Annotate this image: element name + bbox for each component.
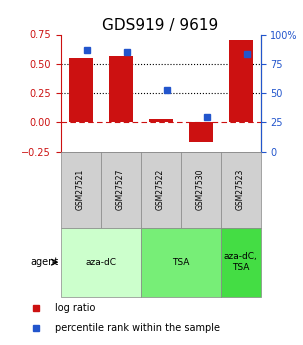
Bar [221,228,261,297]
Bar [61,228,141,297]
Text: GSM27530: GSM27530 [196,169,205,210]
Bar [141,152,181,228]
Bar [101,152,141,228]
Text: GSM27522: GSM27522 [156,169,165,210]
Bar [188,122,213,142]
Bar [61,152,101,228]
Text: TSA: TSA [172,258,189,267]
Text: aza-dC,
TSA: aza-dC, TSA [224,253,258,272]
Text: percentile rank within the sample: percentile rank within the sample [55,323,220,333]
Bar [108,56,133,122]
Bar [148,119,173,122]
Title: GDS919 / 9619: GDS919 / 9619 [102,18,219,33]
Text: agent: agent [30,257,58,267]
Text: GSM27523: GSM27523 [236,169,245,210]
Bar [181,152,221,228]
Text: log ratio: log ratio [55,303,95,313]
Text: GSM27527: GSM27527 [116,169,125,210]
Bar [141,228,221,297]
Bar [228,40,253,122]
Bar [221,152,261,228]
Text: GSM27521: GSM27521 [76,169,85,210]
Text: aza-dC: aza-dC [85,258,116,267]
Bar [68,58,93,122]
